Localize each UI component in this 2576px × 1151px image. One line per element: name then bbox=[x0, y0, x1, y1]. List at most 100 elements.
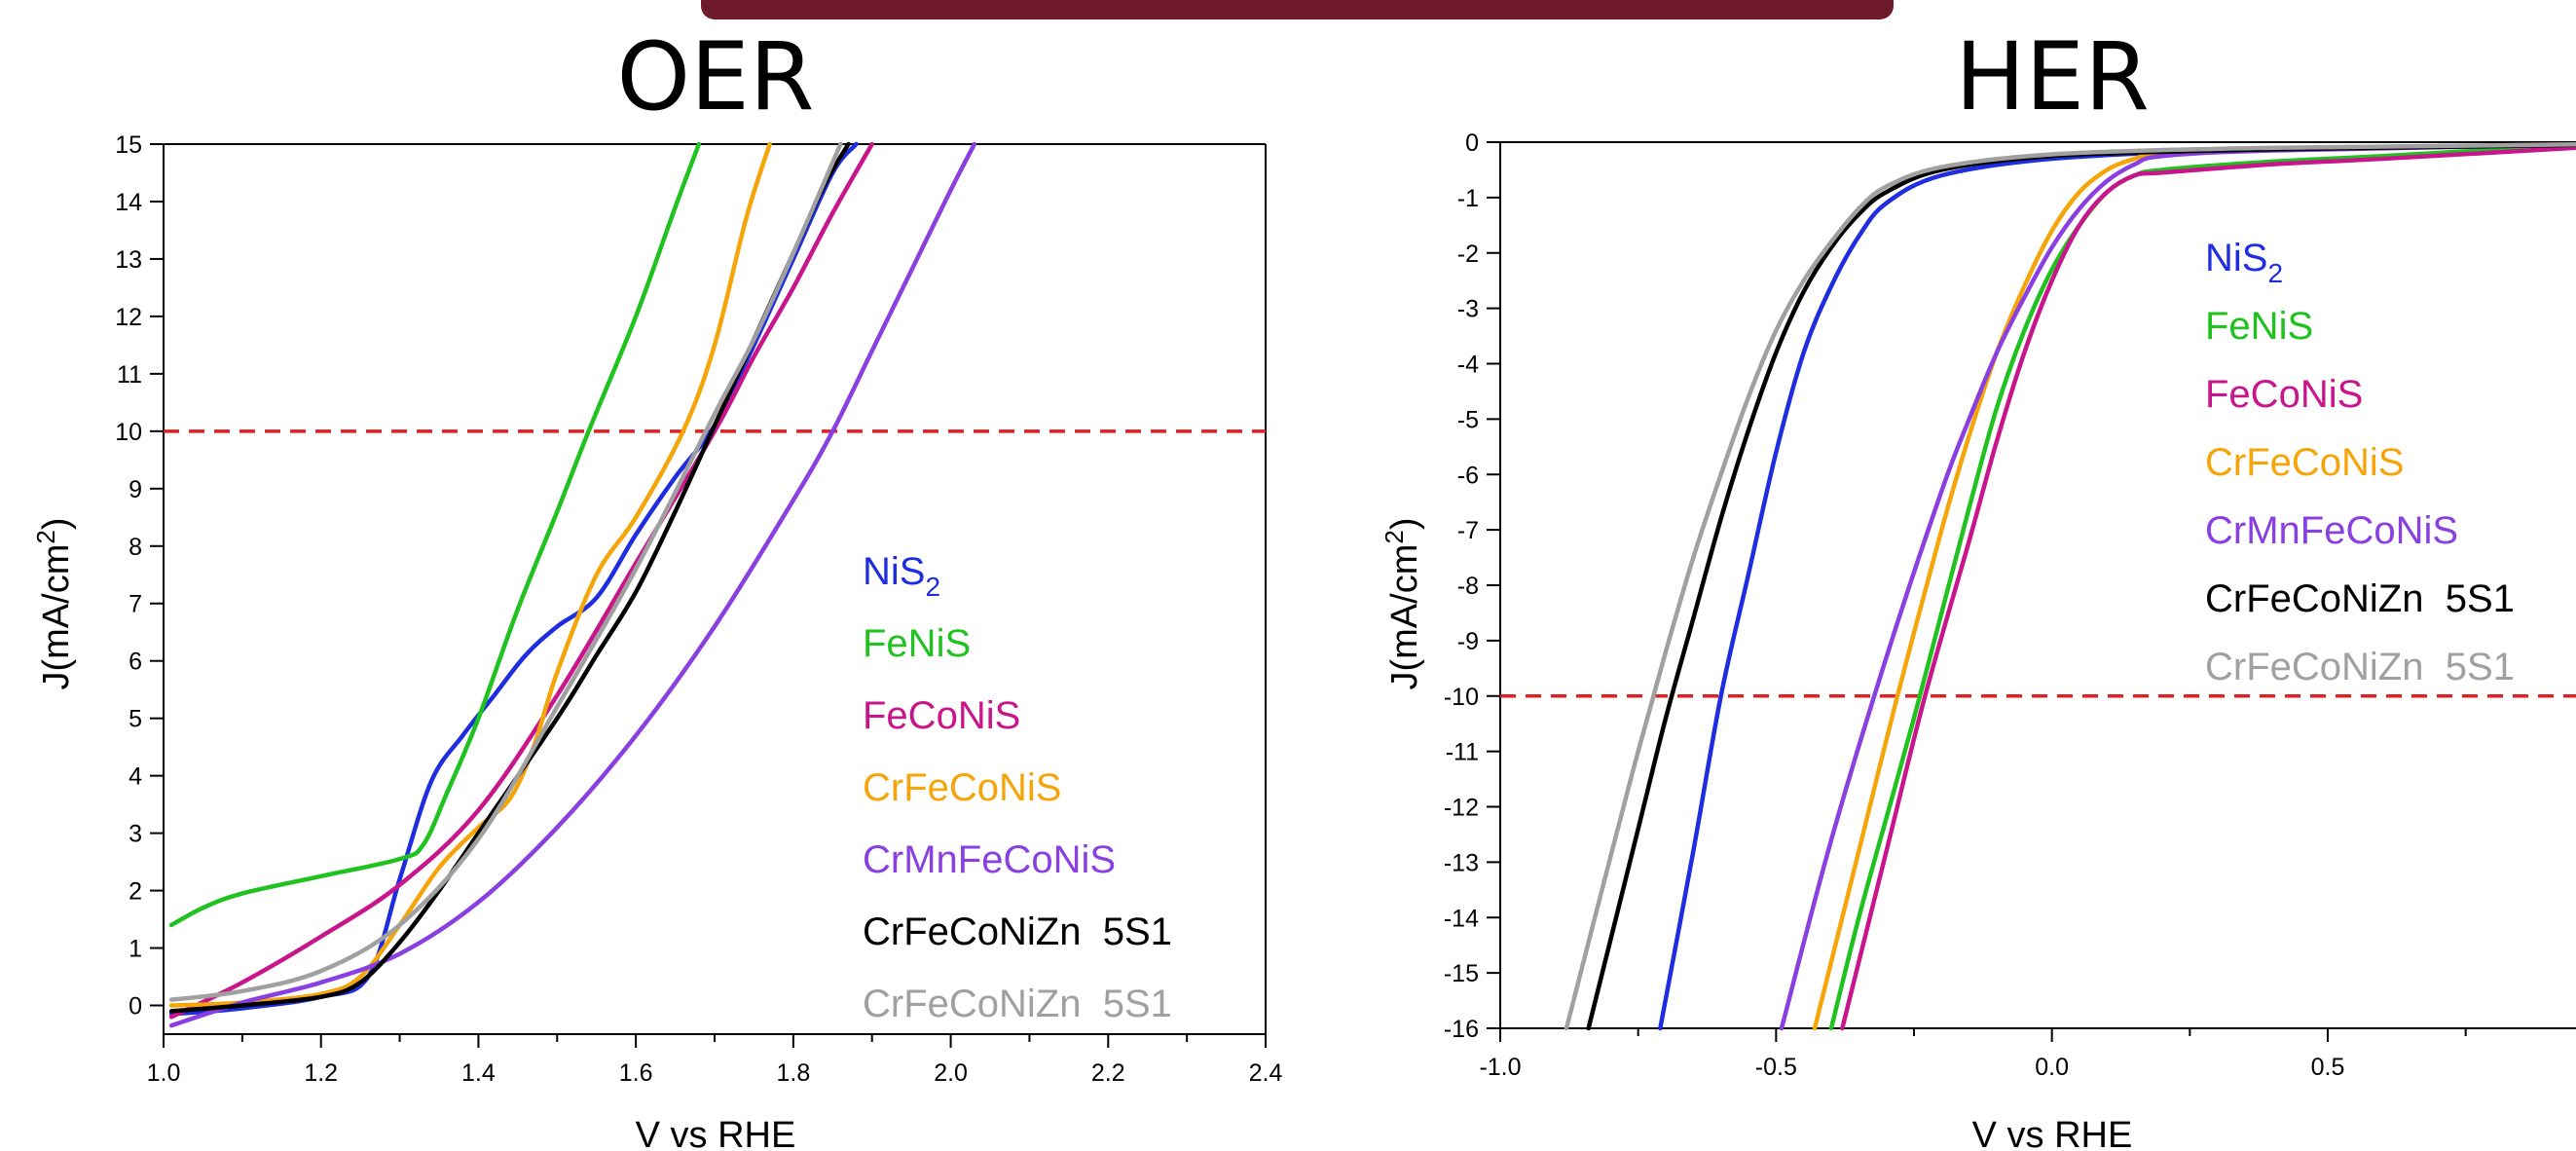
y-axis-label: J(mA/cm2) bbox=[1380, 518, 1425, 690]
y-tick-label: -14 bbox=[1444, 905, 1479, 932]
y-tick-label: 4 bbox=[129, 763, 142, 791]
y-tick-label: -16 bbox=[1444, 1016, 1479, 1043]
y-axis-label-superscript: 2 bbox=[1380, 530, 1409, 543]
legend-entry: CrMnFeCoNiS bbox=[2205, 509, 2458, 552]
y-axis-label-superscript: 2 bbox=[31, 530, 60, 543]
chart-title: HER bbox=[1955, 22, 2150, 131]
y-axis-label-close: ) bbox=[36, 518, 77, 531]
y-tick-label: 0 bbox=[129, 993, 142, 1021]
x-tick-label: 0.0 bbox=[2035, 1054, 2069, 1081]
x-tick-label: 2.2 bbox=[1091, 1059, 1125, 1087]
y-tick-label: -10 bbox=[1444, 684, 1479, 711]
legend-entry-subscript: 2 bbox=[2267, 258, 2283, 288]
legend-entry-label: CrFeCoNiZn 5S1 bbox=[863, 983, 1172, 1025]
y-tick-label: -5 bbox=[1457, 406, 1479, 433]
x-axis-label: V vs RHE bbox=[636, 1115, 796, 1151]
legend-entry: FeNiS bbox=[863, 622, 971, 665]
chart-panel-her: HER 0 -1 -2 -3 -4 -5 -6 -7 -8 -9 -10 -11 -12 -13 -14 -15… bbox=[1380, 22, 2576, 1151]
legend-entry: CrFeCoNiZn 5S1 bbox=[863, 910, 1172, 953]
legend-entry: CrFeCoNiS bbox=[2205, 441, 2404, 484]
x-tick-label: 2.4 bbox=[1249, 1059, 1283, 1087]
x-axis-label: V vs RHE bbox=[1972, 1115, 2133, 1151]
y-tick-label: -12 bbox=[1444, 795, 1479, 822]
x-tick-label: 1.8 bbox=[776, 1059, 810, 1087]
legend-entry-label: FeCoNiS bbox=[863, 694, 1020, 737]
y-tick-label: -7 bbox=[1457, 517, 1479, 544]
x-tick-label: 2.0 bbox=[934, 1059, 968, 1087]
y-tick-label: -15 bbox=[1444, 960, 1479, 987]
legend-entry-label: CrMnFeCoNiS bbox=[2205, 509, 2458, 552]
y-tick-label: 3 bbox=[129, 821, 142, 848]
legend-entry-label: FeNiS bbox=[863, 622, 971, 665]
y-tick-label: -4 bbox=[1457, 352, 1479, 379]
y-tick-label: 10 bbox=[115, 419, 142, 446]
series-line-CrMnFeCoNiS bbox=[168, 141, 977, 1028]
y-axis-label-close: ) bbox=[1384, 518, 1425, 531]
x-tick-label: 0.5 bbox=[2311, 1054, 2345, 1081]
series-line-CrFeCoNiS bbox=[168, 141, 772, 1008]
y-tick-label: 0 bbox=[1465, 130, 1479, 157]
series-line-CrFeCoNiZn_gray bbox=[168, 141, 843, 1002]
series-line-CrFeCoNiZn_gray bbox=[1564, 142, 2576, 1031]
header-banner bbox=[701, 0, 1894, 19]
legend-entry-label: CrFeCoNiS bbox=[2205, 441, 2404, 484]
series-group bbox=[1564, 142, 2576, 1031]
legend-entry-label: CrFeCoNiZn 5S1 bbox=[863, 910, 1172, 953]
legend-entry-label: FeNiS bbox=[2205, 305, 2313, 348]
y-tick-label: -11 bbox=[1446, 739, 1479, 766]
legend-entry-label: NiS bbox=[2205, 237, 2267, 279]
y-tick-label: 13 bbox=[115, 246, 142, 274]
legend-entry-label: CrFeCoNiZn 5S1 bbox=[2205, 577, 2515, 620]
series-line-CrMnFeCoNiS bbox=[1779, 142, 2576, 1031]
legend-entry: NiS2 bbox=[2205, 237, 2283, 288]
legend-entry: CrFeCoNiS bbox=[863, 766, 1061, 809]
y-tick-label: 2 bbox=[129, 878, 142, 906]
y-axis-label-main: J(mA/cm bbox=[36, 544, 77, 690]
x-tick-label: 1.2 bbox=[304, 1059, 338, 1087]
y-tick-label: -8 bbox=[1457, 573, 1479, 600]
series-line-FeNiS bbox=[1828, 142, 2576, 1031]
series-group bbox=[168, 141, 977, 1028]
y-tick-label: 9 bbox=[129, 476, 142, 503]
y-tick-label: 14 bbox=[115, 189, 142, 216]
y-tick-label: 15 bbox=[115, 131, 142, 159]
legend-entry-label: CrMnFeCoNiS bbox=[863, 838, 1116, 881]
y-tick-label: 8 bbox=[129, 534, 142, 561]
y-tick-label: 5 bbox=[129, 706, 142, 733]
legend-entry: CrMnFeCoNiS bbox=[863, 838, 1116, 881]
y-tick-label: -9 bbox=[1457, 628, 1479, 655]
series-line-FeNiS bbox=[168, 141, 702, 928]
y-tick-label: -3 bbox=[1457, 296, 1479, 323]
y-axis-label-main: J(mA/cm bbox=[1384, 544, 1425, 690]
y-tick-label: -1 bbox=[1457, 185, 1479, 212]
legend-entry: FeNiS bbox=[2205, 305, 2313, 348]
y-tick-label: 1 bbox=[129, 936, 142, 963]
legend-entry-label: NiS bbox=[863, 550, 925, 593]
legend-entry: CrFeCoNiZn 5S1 bbox=[2205, 646, 2515, 688]
x-tick-label: 1.4 bbox=[461, 1059, 496, 1087]
legend-entry-label: CrFeCoNiZn 5S1 bbox=[2205, 646, 2515, 688]
y-tick-label: 11 bbox=[117, 361, 142, 389]
x-tick-label: -1.0 bbox=[1479, 1054, 1521, 1081]
legend-entry: FeCoNiS bbox=[2205, 373, 2363, 416]
series-line-NiS2 bbox=[168, 141, 859, 1017]
chart-title: OER bbox=[617, 22, 815, 131]
y-tick-label: 7 bbox=[129, 591, 142, 618]
legend-entry-label: CrFeCoNiS bbox=[863, 766, 1061, 809]
legend-entry: CrFeCoNiZn 5S1 bbox=[2205, 577, 2515, 620]
legend-entry-label: FeCoNiS bbox=[2205, 373, 2363, 416]
y-tick-label: -6 bbox=[1457, 462, 1479, 489]
legend-entry: CrFeCoNiZn 5S1 bbox=[863, 983, 1172, 1025]
legend-entry: FeCoNiS bbox=[863, 694, 1020, 737]
y-tick-label: -2 bbox=[1457, 241, 1479, 268]
x-tick-label: -0.5 bbox=[1755, 1054, 1797, 1081]
y-axis-label: J(mA/cm2) bbox=[31, 518, 77, 690]
series-line-FeCoNiS bbox=[1840, 145, 2576, 1031]
x-tick-label: 1.6 bbox=[619, 1059, 653, 1087]
legend-entry-subscript: 2 bbox=[925, 572, 940, 602]
y-tick-label: 12 bbox=[115, 304, 142, 331]
y-tick-label: 6 bbox=[129, 649, 142, 676]
series-line-FeCoNiS bbox=[168, 141, 874, 1020]
